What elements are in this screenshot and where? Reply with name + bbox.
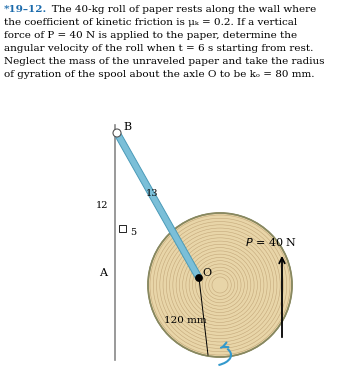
Text: force of P = 40 N is applied to the paper, determine the: force of P = 40 N is applied to the pape… — [4, 31, 297, 40]
Text: 120 mm: 120 mm — [164, 316, 206, 325]
Text: Neglect the mass of the unraveled paper and take the radius: Neglect the mass of the unraveled paper … — [4, 57, 324, 66]
Text: angular velocity of the roll when t = 6 s starting from rest.: angular velocity of the roll when t = 6 … — [4, 44, 314, 53]
Circle shape — [196, 275, 203, 282]
Circle shape — [113, 129, 121, 137]
Text: the coefficient of kinetic friction is μₖ = 0.2. If a vertical: the coefficient of kinetic friction is μ… — [4, 18, 297, 27]
Text: $P$ = 40 N: $P$ = 40 N — [245, 236, 297, 248]
Polygon shape — [114, 131, 202, 280]
Circle shape — [148, 213, 292, 357]
Text: O: O — [202, 268, 211, 278]
Text: The 40-kg roll of paper rests along the wall where: The 40-kg roll of paper rests along the … — [42, 5, 316, 14]
Text: 12: 12 — [95, 201, 108, 209]
Text: of gyration of the spool about the axle O to be kₒ = 80 mm.: of gyration of the spool about the axle … — [4, 70, 315, 79]
Text: *19–12.: *19–12. — [4, 5, 47, 14]
Text: 5: 5 — [130, 228, 136, 237]
Text: A: A — [99, 268, 107, 278]
Text: 13: 13 — [146, 188, 158, 198]
Text: B: B — [123, 122, 131, 132]
